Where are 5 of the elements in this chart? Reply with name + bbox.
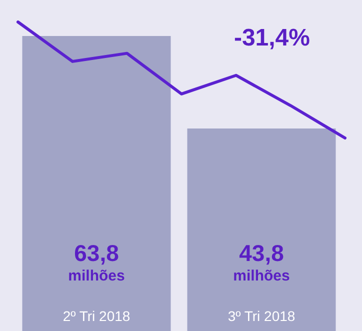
x-tick-label: 2º Tri 2018 (62, 308, 130, 324)
annotation: -31,4% (234, 24, 310, 52)
x-tick-label: 3º Tri 2018 (228, 308, 296, 324)
data-label: 63,8 milhões (68, 240, 125, 284)
data-label: 43,8 milhões (233, 240, 290, 284)
